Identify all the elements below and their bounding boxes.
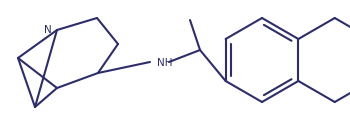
Text: N: N xyxy=(44,25,52,35)
Text: NH: NH xyxy=(157,58,173,68)
